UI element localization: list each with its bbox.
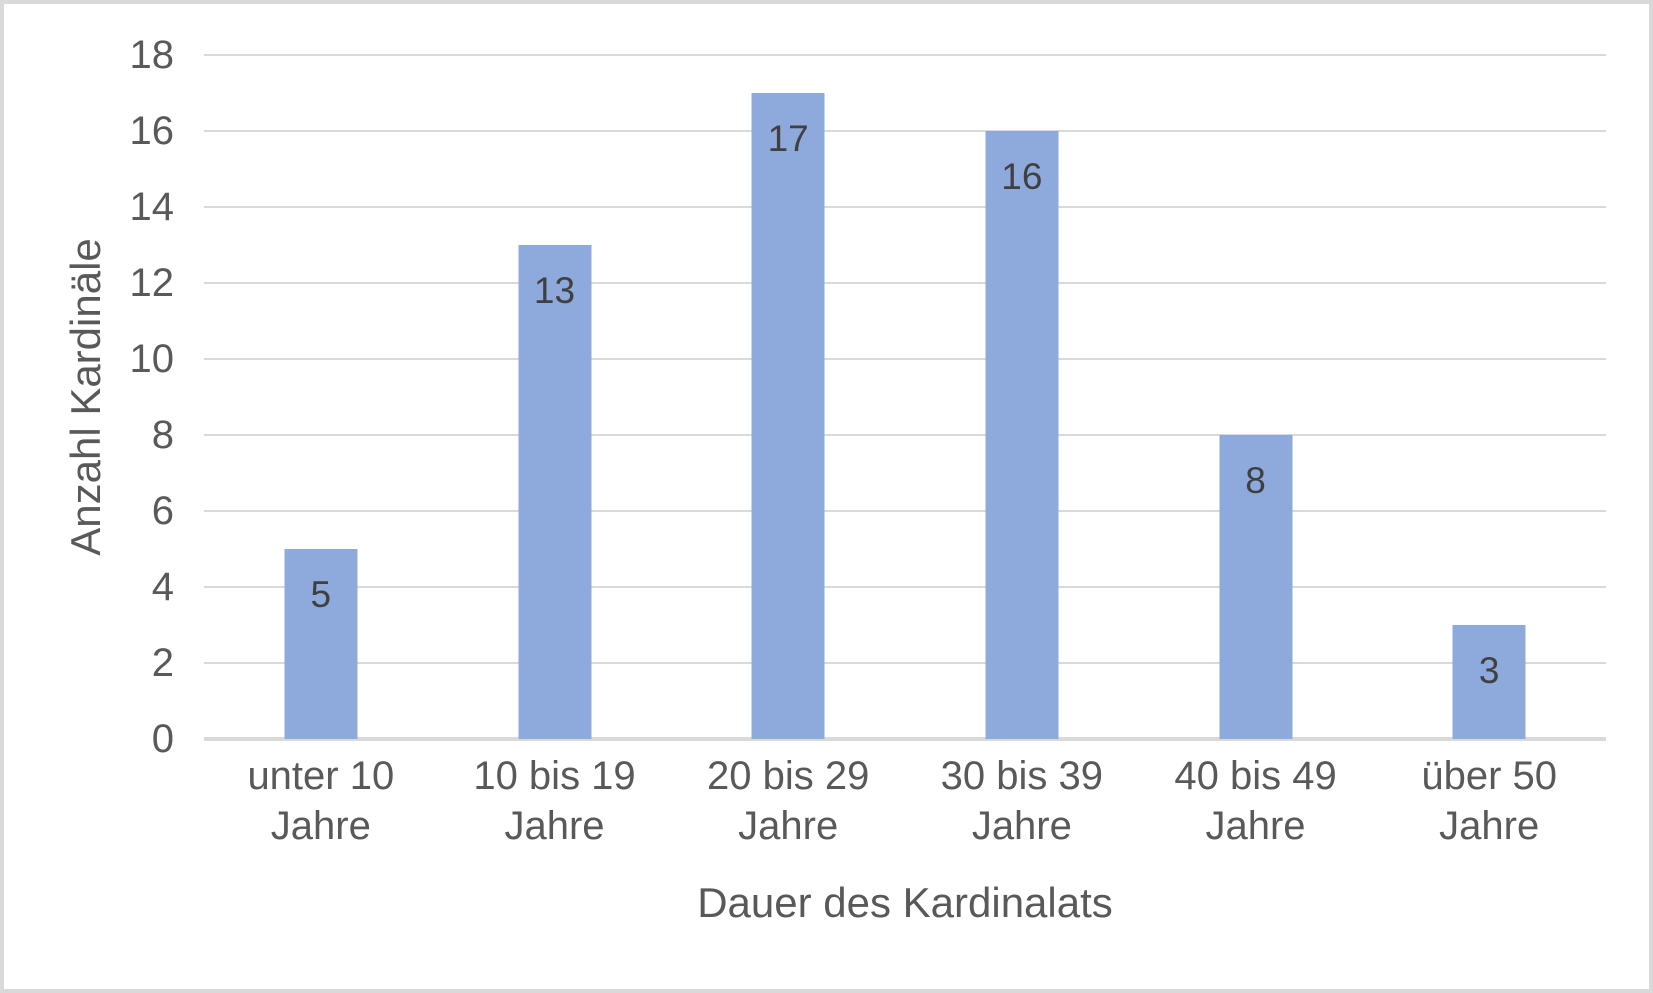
- y-tick-label: 14: [129, 185, 175, 229]
- gridline: [204, 282, 1606, 284]
- bar: 8: [1219, 435, 1293, 739]
- y-tick-label: 10: [129, 337, 175, 381]
- bar: 17: [751, 93, 825, 739]
- x-category-label: 30 bis 39 Jahre: [905, 751, 1139, 851]
- y-tick-label: 4: [151, 565, 174, 609]
- bar-value-label: 3: [1478, 650, 1500, 691]
- plot-area: 5 13 17 16 8 3: [204, 54, 1606, 741]
- gridline: [204, 662, 1606, 664]
- x-category-label-line: Jahre: [971, 804, 1072, 848]
- x-category-label-line: 40 bis 49: [1174, 754, 1337, 798]
- bar: 16: [985, 131, 1059, 739]
- gridline: [204, 54, 1606, 56]
- bar: 13: [518, 245, 591, 739]
- x-category-label: 40 bis 49 Jahre: [1139, 751, 1373, 851]
- gridline: [204, 510, 1606, 512]
- x-axis-title: Dauer des Kardinalats: [697, 879, 1113, 926]
- x-category-label-line: 20 bis 29: [707, 754, 870, 798]
- y-tick-label: 2: [151, 641, 174, 685]
- y-tick-label: 8: [151, 413, 174, 457]
- x-category-label-line: Jahre: [738, 804, 839, 848]
- bar-column: 3: [1372, 55, 1606, 739]
- gridline: [204, 434, 1606, 436]
- bar-value-label: 5: [310, 574, 332, 615]
- x-category-label-line: 30 bis 39: [940, 754, 1104, 798]
- bar-columns: 5 13 17 16 8 3: [204, 55, 1606, 739]
- bar-value-label: 16: [1001, 156, 1043, 197]
- bar-column: 8: [1139, 55, 1373, 739]
- x-category-label-line: 10 bis 19: [473, 754, 636, 798]
- x-category-label-line: Jahre: [1205, 804, 1306, 848]
- bar-value-label: 13: [533, 270, 576, 311]
- bar-column: 13: [438, 55, 672, 739]
- x-category-label: 10 bis 19 Jahre: [438, 751, 672, 851]
- bar-column: 16: [905, 55, 1139, 739]
- x-category-label: unter 10 Jahre: [204, 751, 438, 851]
- x-category-label: über 50 Jahre: [1372, 751, 1606, 851]
- x-axis-category-labels: unter 10 Jahre 10 bis 19 Jahre 20 bis 29 Jahr…: [204, 751, 1606, 851]
- gridline: [204, 130, 1606, 132]
- bar-value-label: 17: [767, 118, 809, 159]
- x-category-label-line: über 50 Jahre: [1421, 754, 1558, 848]
- x-axis-line: [204, 737, 1606, 741]
- y-tick-label: 18: [129, 33, 175, 77]
- gridline: [204, 358, 1606, 360]
- y-tick-label: 12: [129, 261, 175, 305]
- x-category-label-line: Jahre: [504, 804, 605, 848]
- bar-value-label: 8: [1245, 460, 1266, 501]
- y-tick-label: 0: [151, 717, 174, 761]
- bar-column: 5: [204, 55, 438, 739]
- bar-column: 17: [671, 55, 905, 739]
- x-category-label: 20 bis 29 Jahre: [671, 751, 905, 851]
- bar: 5: [284, 549, 358, 739]
- gridline: [204, 586, 1606, 588]
- x-category-label-line: unter 10: [247, 754, 395, 798]
- bar: 3: [1452, 625, 1526, 739]
- x-category-label-line: Jahre: [270, 804, 371, 848]
- y-axis-tick-labels: 0 2 4 6 8 10 12 14 16 18: [4, 35, 175, 759]
- y-tick-label: 16: [129, 109, 175, 153]
- gridline: [204, 206, 1606, 208]
- y-tick-label: 6: [151, 489, 174, 533]
